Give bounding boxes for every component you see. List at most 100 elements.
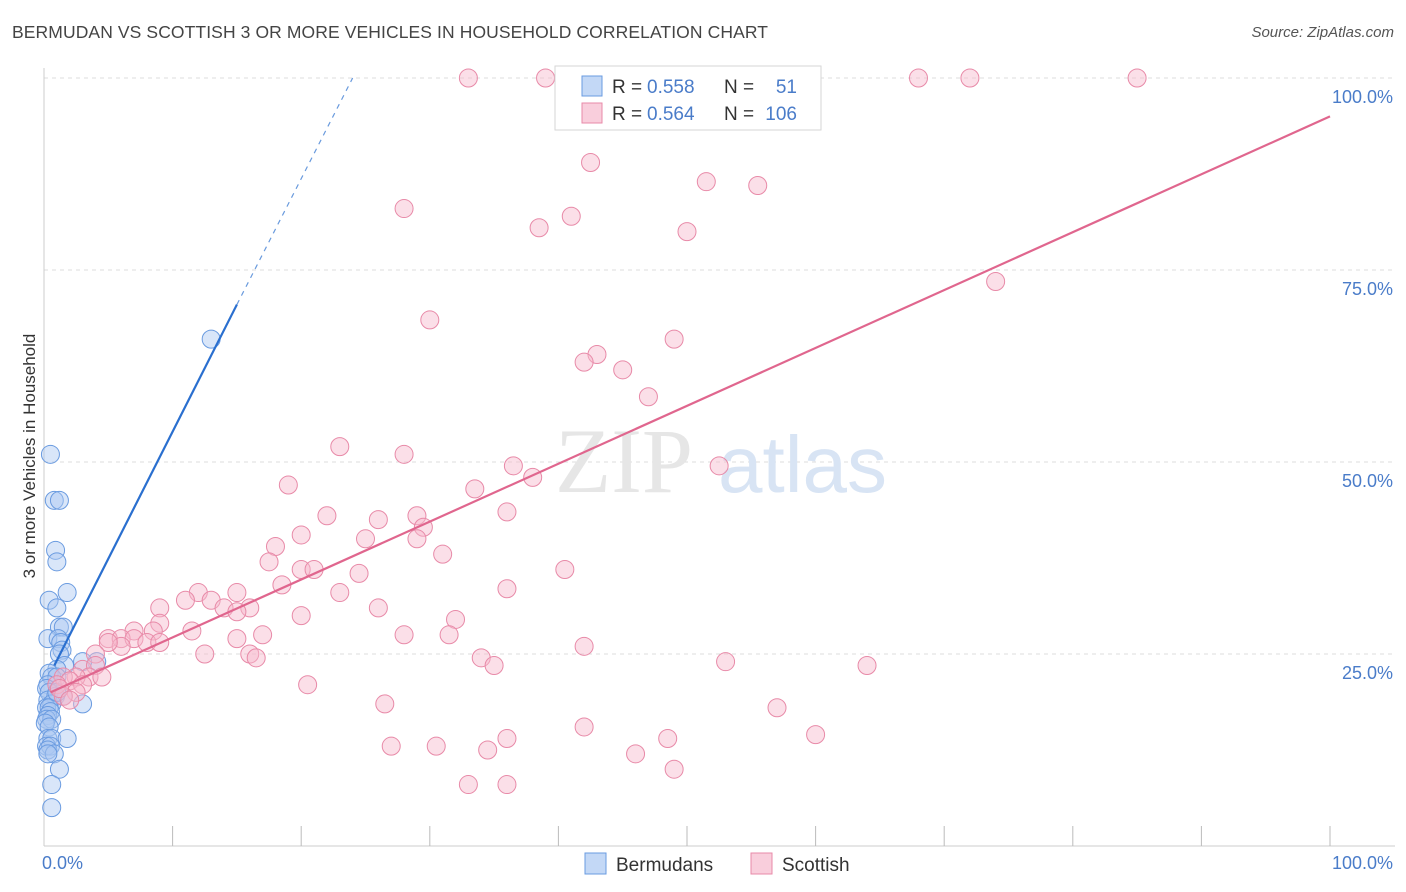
watermark-atlas: atlas xyxy=(718,420,887,509)
bermudan-point-0 xyxy=(40,444,60,464)
scottish-point-42 xyxy=(555,560,575,580)
scottish-point-13 xyxy=(677,222,697,242)
bermudan-point-4 xyxy=(47,552,67,572)
scottish-point-102 xyxy=(381,736,401,756)
scottish-point-11 xyxy=(561,206,581,226)
bermudan-point-45 xyxy=(38,744,58,764)
legend-n-label-bermudans: N = xyxy=(724,77,754,98)
legend-n-label-scottish: N = xyxy=(724,104,754,125)
legend: R = 0.558 N = 51 R = 0.564 N = 106 xyxy=(554,65,822,131)
scottish-point-37 xyxy=(433,544,453,564)
bermudan-point-48 xyxy=(42,798,62,818)
watermark-zip: ZIP xyxy=(555,410,693,512)
scottish-point-18 xyxy=(574,352,594,372)
scottish-point-85 xyxy=(92,667,112,687)
scottish-point-105 xyxy=(664,759,684,779)
scottish-point-107 xyxy=(497,775,517,795)
scottish-point-38 xyxy=(259,552,279,572)
bottom-legend-swatch-bermudans xyxy=(584,852,607,875)
scottish-point-0 xyxy=(458,68,478,88)
scottish-point-31 xyxy=(407,506,427,526)
scottish-point-30 xyxy=(368,510,388,530)
y-tick-label-100: 100.0% xyxy=(1332,87,1393,107)
scottish-point-5 xyxy=(960,68,980,88)
y-tick-label-25: 25.0% xyxy=(1342,663,1393,683)
legend-n-value-bermudans: 51 xyxy=(776,77,797,98)
scottish-point-22 xyxy=(394,444,414,464)
trendline-bermudans xyxy=(53,304,238,667)
scottish-point-10 xyxy=(394,199,414,219)
scottish-point-75 xyxy=(246,648,266,668)
scottish-point-70 xyxy=(574,636,594,656)
bermudan-point-44 xyxy=(44,744,64,764)
chart-source: Source: ZipAtlas.com xyxy=(1251,24,1394,41)
scottish-point-94 xyxy=(60,690,80,710)
legend-swatch-bermudans xyxy=(581,75,603,97)
scottish-point-99 xyxy=(658,728,678,748)
legend-n-value-scottish: 106 xyxy=(765,104,797,125)
legend-swatch-scottish xyxy=(581,102,603,124)
bermudan-point-47 xyxy=(42,775,62,795)
scottish-point-29 xyxy=(317,506,337,526)
scottish-point-62 xyxy=(439,625,459,645)
scottish-point-73 xyxy=(195,644,215,664)
scottish-point-101 xyxy=(426,736,446,756)
bermudan-point-7 xyxy=(47,598,67,618)
bermudan-point-49 xyxy=(201,329,221,349)
y-tick-labels: 25.0% 50.0% 75.0% 100.0% xyxy=(1332,87,1393,683)
bermudan-point-9 xyxy=(53,617,73,637)
scottish-point-9 xyxy=(748,176,768,196)
scottish-point-41 xyxy=(349,563,369,583)
scottish-point-71 xyxy=(111,636,131,656)
chart-title: BERMUDAN VS SCOTTISH 3 OR MORE VEHICLES … xyxy=(12,22,769,42)
scottish-point-52 xyxy=(368,598,388,618)
x-tick-labels: 0.0% 100.0% xyxy=(42,853,1393,873)
scottish-point-78 xyxy=(85,644,105,664)
scottish-point-19 xyxy=(613,360,633,380)
scottish-point-97 xyxy=(574,717,594,737)
scottish-point-23 xyxy=(503,456,523,476)
gridlines xyxy=(44,77,1395,655)
bermudan-point-10 xyxy=(38,629,58,649)
scottish-point-47 xyxy=(330,583,350,603)
scottish-point-77 xyxy=(716,652,736,672)
bermudan-point-5 xyxy=(57,583,77,603)
bermudan-point-29 xyxy=(73,694,93,714)
series-scottish xyxy=(47,68,1147,795)
bermudan-point-1 xyxy=(44,490,64,510)
scottish-point-44 xyxy=(497,579,517,599)
scottish-point-92 xyxy=(298,675,318,695)
scottish-point-51 xyxy=(175,590,195,610)
bermudan-point-40 xyxy=(57,728,77,748)
series-bermudans xyxy=(35,329,221,818)
scottish-point-61 xyxy=(394,625,414,645)
bermudan-point-46 xyxy=(49,759,69,779)
x-tick-label-100: 100.0% xyxy=(1332,853,1393,873)
scottish-point-100 xyxy=(497,728,517,748)
bermudan-point-2 xyxy=(49,490,69,510)
trendline-bermudans-extension xyxy=(236,77,354,305)
scottish-point-98 xyxy=(806,725,826,745)
y-tick-label-75: 75.0% xyxy=(1342,279,1393,299)
bermudan-point-6 xyxy=(39,590,59,610)
scottish-point-106 xyxy=(458,775,478,795)
legend-r-value-scottish: 0.564 xyxy=(647,104,695,125)
scottish-point-4 xyxy=(908,68,928,88)
y-tick-label-50: 50.0% xyxy=(1342,471,1393,491)
bottom-legend-swatch-scottish xyxy=(750,852,773,875)
bottom-legend-label-scottish: Scottish xyxy=(782,855,850,876)
scottish-point-28 xyxy=(497,502,517,522)
scottish-point-54 xyxy=(291,606,311,626)
trendlines xyxy=(49,77,1331,694)
scottish-point-81 xyxy=(857,656,877,676)
scottish-point-24 xyxy=(709,456,729,476)
trendline-scottish xyxy=(49,115,1331,694)
scottish-point-7 xyxy=(581,152,601,172)
legend-r-label-scottish: R = xyxy=(612,104,642,125)
scottish-point-72 xyxy=(98,632,118,652)
scottish-point-57 xyxy=(150,613,170,633)
y-axis-title: 3 or more Vehicles in Household xyxy=(20,334,39,579)
scottish-point-64 xyxy=(253,625,273,645)
scottish-point-82 xyxy=(484,656,504,676)
